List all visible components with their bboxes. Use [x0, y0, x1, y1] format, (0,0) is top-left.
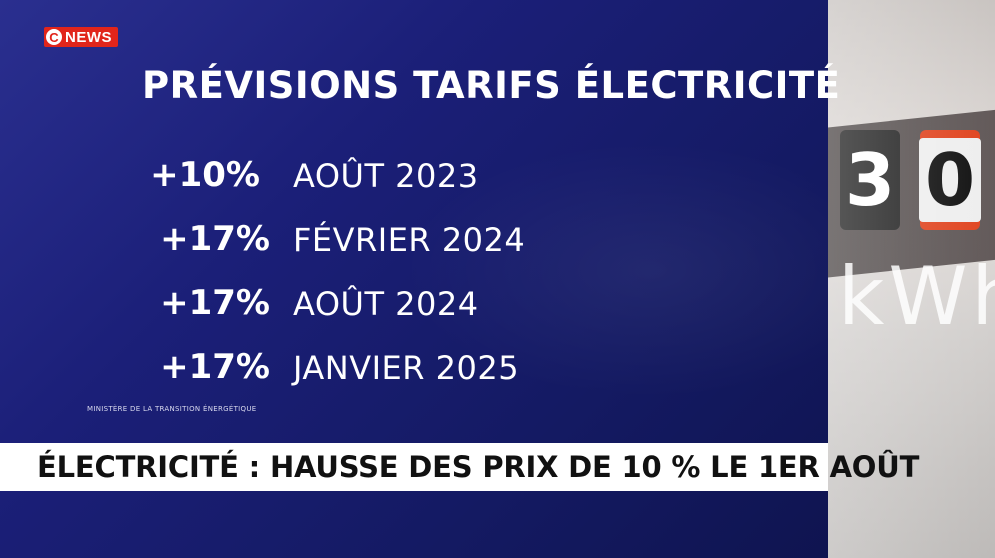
meter-digit: 3 [840, 130, 900, 230]
forecast-percent: +17% [160, 347, 270, 387]
forecast-percent: +17% [160, 219, 270, 259]
forecast-date: FÉVRIER 2024 [293, 221, 526, 259]
meter-unit-label: kWh [838, 250, 995, 343]
logo-news: NEWS [65, 28, 112, 46]
forecast-date: AOÛT 2023 [293, 157, 479, 195]
forecast-date: AOÛT 2024 [293, 285, 479, 323]
meter-digit: 0 [918, 130, 982, 230]
logo-c: C [46, 29, 62, 45]
forecast-date: JANVIER 2025 [293, 349, 520, 387]
lower-third-banner: ÉLECTRICITÉ : HAUSSE DES PRIX DE 10 % LE… [0, 443, 919, 491]
source-credit: MINISTÈRE DE LA TRANSITION ÉNERGÉTIQUE [87, 405, 257, 413]
background-video-meter-image: 3 0 kWh [828, 0, 995, 558]
graphic-title: PRÉVISIONS TARIFS ÉLECTRICITÉ [142, 64, 841, 107]
forecast-percent: +17% [160, 283, 270, 323]
banner-headline: ÉLECTRICITÉ : HAUSSE DES PRIX DE 10 % LE… [37, 450, 920, 484]
cnews-logo: C NEWS [44, 27, 118, 47]
forecast-percent: +10% [150, 155, 260, 195]
